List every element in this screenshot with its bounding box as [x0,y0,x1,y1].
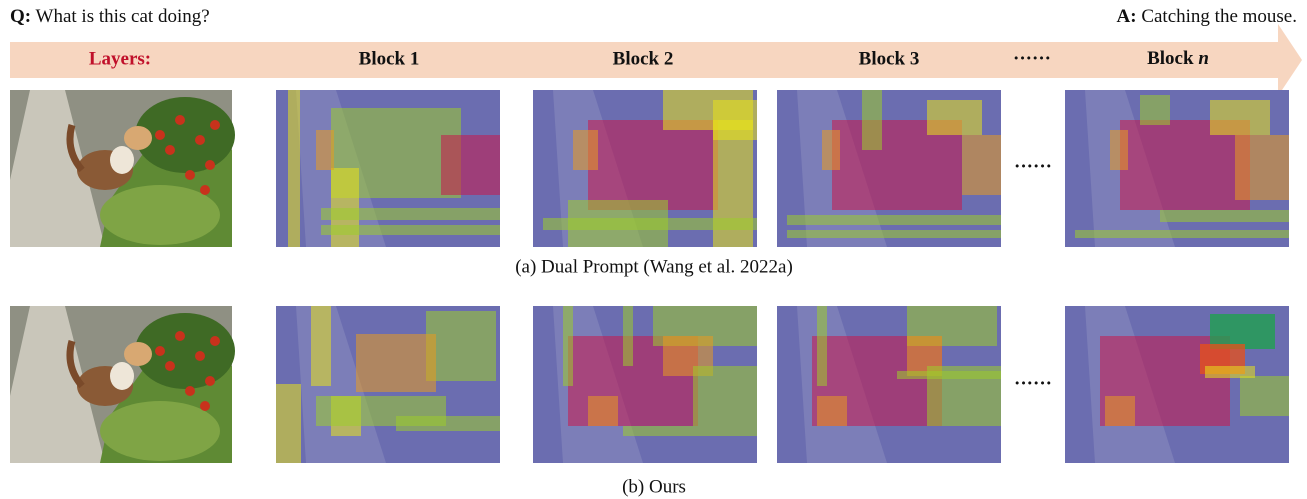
attention-box [573,130,598,170]
attention-box [588,396,618,426]
answer-text: Catching the mouse. [1141,6,1297,27]
block-label: Block 2 [613,48,674,69]
header-ellipsis: ······ [1013,48,1051,69]
attention-box [962,135,1001,195]
flower [155,130,165,140]
question-label: Q: [10,6,31,27]
cat-chest [110,362,134,390]
answer-label: A: [1117,6,1137,27]
attention-map [276,306,500,463]
attention-box [862,90,882,150]
answer: A: Catching the mouse. [1117,6,1297,27]
block-label: Block 3 [859,48,920,69]
attention-box [1140,95,1170,125]
block-n-label: Block n [1147,48,1209,69]
block-text: Block [1147,48,1194,69]
attention-box [563,306,573,386]
flower [205,376,215,386]
block-index: n [1198,48,1209,69]
flower [200,185,210,195]
cat-head [124,342,152,366]
flower [205,160,215,170]
attention-map [1065,306,1289,463]
question: Q: What is this cat doing? [10,6,210,27]
flower [210,336,220,346]
flower [200,401,210,411]
attention-box [311,306,331,386]
attention-box [817,396,847,426]
attention-box [1105,396,1135,426]
attention-box [288,90,300,247]
attention-box [1160,210,1289,222]
attention-box [623,306,633,366]
row-ellipsis: ······ [1014,156,1052,177]
flower [165,145,175,155]
flower [195,135,205,145]
attention-box [1075,230,1289,238]
flower [155,346,165,356]
attention-map [533,90,757,247]
attention-box [822,130,840,170]
figure: Q: What is this cat doing? A: Catching t… [0,0,1307,499]
flower [210,120,220,130]
flower [185,386,195,396]
attention-box [321,208,500,220]
attention-box [1210,314,1275,349]
row-ellipsis: ······ [1014,373,1052,394]
caption: (a) Dual Prompt (Wang et al. 2022a) [515,256,793,277]
attention-map [276,90,500,247]
attention-map [777,90,1001,247]
attention-box [897,371,1001,379]
attention-box [331,168,359,247]
attention-map [777,306,1001,463]
flower [195,351,205,361]
flower [185,170,195,180]
attention-box [1110,130,1128,170]
attention-box [693,366,757,426]
attention-box [543,218,757,230]
attention-box [588,120,718,210]
attention-map [1065,90,1289,247]
attention-box [623,426,757,436]
flower [175,331,185,341]
flower [165,361,175,371]
attention-box [396,416,500,431]
attention-map [533,306,757,463]
layers-label: Layers: [89,48,151,69]
attention-box [1235,135,1289,200]
attention-box [316,130,334,170]
attention-box [787,215,1001,225]
cat-photo [10,306,235,463]
block-label: Block 1 [359,48,420,69]
cat-head [124,126,152,150]
cat-chest [110,146,134,174]
attention-box [356,334,436,392]
caption: (b) Ours [622,476,686,497]
flower [175,115,185,125]
attention-box [441,135,500,195]
attention-box [817,306,827,386]
attention-box [276,384,301,463]
attention-box [927,100,982,135]
question-text: What is this cat doing? [36,6,210,27]
attention-box [1205,366,1255,378]
attention-box [787,230,1001,238]
attention-box [321,225,500,235]
attention-box [1210,100,1270,135]
attention-box [426,311,496,381]
attention-box [1240,376,1289,416]
cat-photo [10,90,235,247]
